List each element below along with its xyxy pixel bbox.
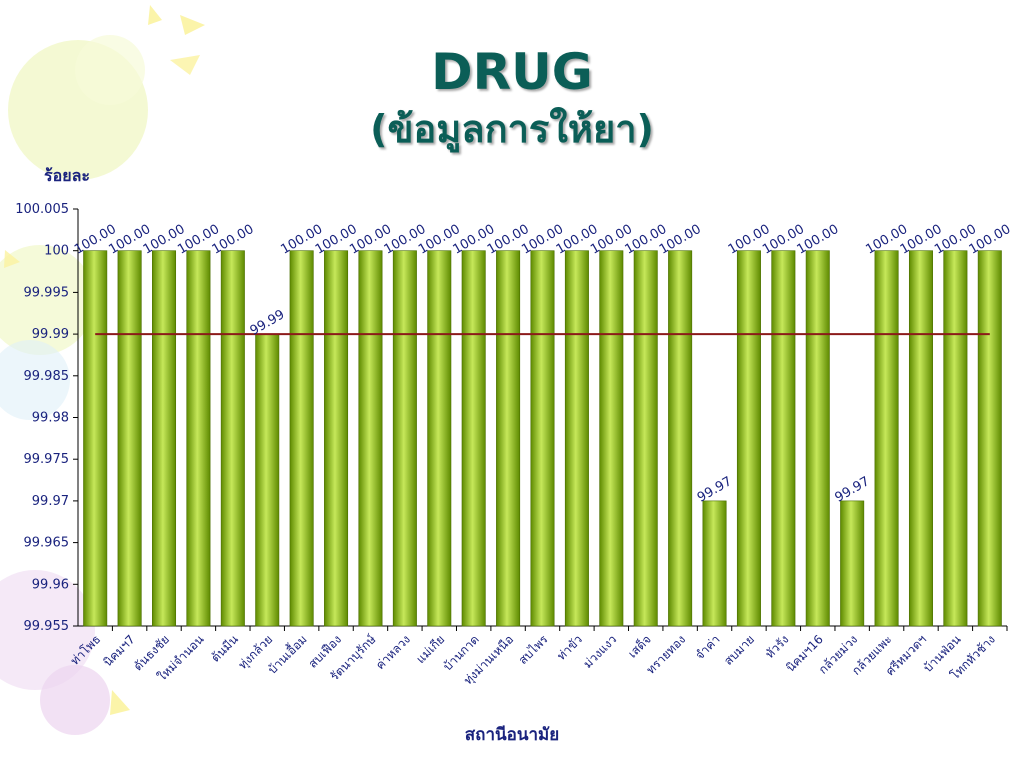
x-tick-label: เสด็จ	[625, 632, 654, 661]
y-tick-label: 99.99	[32, 327, 69, 342]
bar	[83, 250, 108, 627]
x-tick-label: ท่าขัว	[554, 632, 585, 663]
bar	[908, 250, 933, 627]
x-tick-label: สบไพร	[516, 632, 551, 667]
bar	[427, 250, 452, 627]
x-tick-label: หัวรัง	[763, 632, 792, 661]
page-title: DRUG	[431, 43, 593, 101]
y-tick-label: 99.975	[24, 452, 70, 467]
bar	[255, 333, 280, 627]
x-axis-label: สถานีอนามัย	[464, 725, 560, 745]
bar	[771, 250, 796, 627]
x-tick-label: ม่วงแงว	[581, 632, 620, 671]
bar	[392, 250, 417, 627]
bar	[599, 250, 624, 627]
bar	[805, 250, 830, 627]
bar	[736, 250, 761, 627]
y-tick-label: 99.98	[32, 411, 69, 426]
bar	[152, 250, 177, 627]
x-tick-label: จำค่า	[693, 632, 723, 662]
bar	[289, 250, 314, 627]
bar	[186, 250, 211, 627]
bar	[461, 250, 486, 627]
y-tick-label: 99.97	[32, 494, 69, 509]
y-axis-label: ร้อยละ	[44, 166, 90, 185]
y-tick-label: 99.96	[32, 577, 69, 592]
bar	[496, 250, 521, 627]
bar	[668, 250, 693, 627]
y-tick-label: 99.995	[24, 285, 70, 300]
bar	[530, 250, 555, 627]
bar	[117, 250, 142, 627]
page-subtitle: (ข้อมูลการให้ยา)	[370, 107, 654, 151]
x-tick-label: สบมาย	[721, 632, 757, 668]
bar	[943, 250, 968, 627]
bar	[633, 250, 658, 627]
bar	[874, 250, 899, 627]
y-tick-label: 100	[44, 244, 69, 259]
bar	[702, 500, 727, 627]
y-tick-label: 99.955	[24, 619, 70, 634]
bar	[564, 250, 589, 627]
x-tick-label: ท่าโพธ	[68, 632, 104, 668]
y-tick-label: 99.965	[24, 536, 70, 551]
x-tick-label: ค่าหลวง	[373, 632, 413, 672]
bar	[220, 250, 245, 627]
bar	[358, 250, 383, 627]
bar	[977, 250, 1002, 627]
x-tick-label: ต้นมีน	[208, 632, 241, 665]
y-tick-label: 100.005	[15, 202, 69, 217]
bar	[840, 500, 865, 627]
y-tick-label: 99.985	[24, 369, 70, 384]
bar	[324, 250, 349, 627]
